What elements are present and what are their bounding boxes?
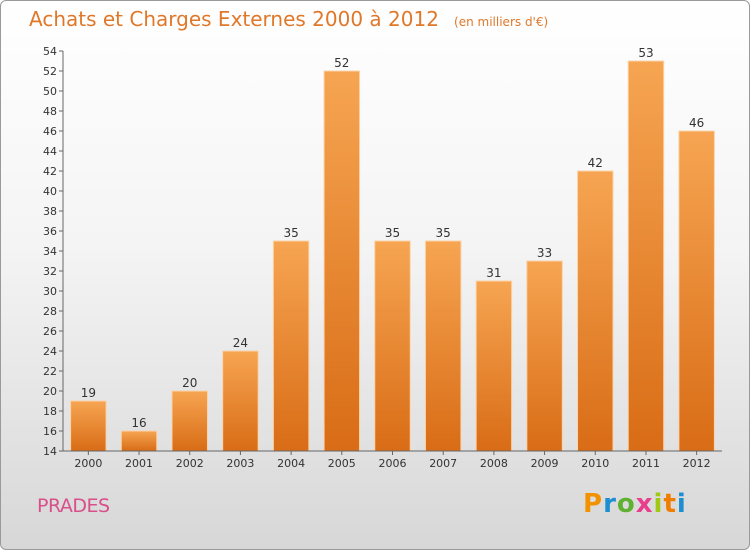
y-tick-label: 50 — [43, 85, 57, 98]
x-tick-label: 2008 — [480, 457, 508, 470]
y-tick-label: 46 — [43, 125, 57, 138]
x-tick-label: 2001 — [125, 457, 153, 470]
x-tick-label: 2012 — [683, 457, 711, 470]
x-tick-label: 2002 — [176, 457, 204, 470]
y-tick-label: 22 — [43, 365, 57, 378]
x-tick-label: 2004 — [277, 457, 305, 470]
bar-2004 — [272, 240, 310, 452]
title-row: Achats et Charges Externes 2000 à 2012 (… — [29, 7, 548, 31]
bar-value-label: 16 — [131, 416, 146, 430]
proxiti-logo[interactable]: Proxiti — [583, 489, 687, 519]
y-tick-label: 52 — [43, 65, 57, 78]
x-tick-label: 2000 — [74, 457, 102, 470]
y-tick-label: 20 — [43, 385, 57, 398]
y-tick-label: 44 — [43, 145, 57, 158]
y-tick-label: 54 — [43, 45, 57, 58]
commune-name: PRADES — [37, 495, 110, 517]
bar-2005 — [323, 70, 361, 452]
bar-value-label: 53 — [638, 46, 653, 60]
y-tick-label: 34 — [43, 245, 57, 258]
bar-2007 — [424, 240, 462, 452]
y-tick-label: 38 — [43, 205, 57, 218]
bar-value-label: 31 — [486, 266, 501, 280]
bar-value-label: 46 — [689, 116, 704, 130]
chart-unit: (en milliers d'€) — [454, 15, 549, 29]
bar-2003 — [222, 350, 259, 452]
bar-2012 — [678, 130, 715, 452]
y-tick-label: 40 — [43, 185, 57, 198]
x-tick-label: 2009 — [531, 457, 559, 470]
y-tick-label: 16 — [43, 425, 57, 438]
y-tick-label: 48 — [43, 105, 57, 118]
bar-value-label: 19 — [81, 386, 96, 400]
bar-value-label: 35 — [436, 226, 451, 240]
bar-value-label: 35 — [385, 226, 400, 240]
x-tick-label: 2006 — [379, 457, 407, 470]
y-tick-label: 30 — [43, 285, 57, 298]
bar-2008 — [475, 280, 513, 452]
chart-title: Achats et Charges Externes 2000 à 2012 — [29, 7, 439, 31]
x-tick-label: 2010 — [581, 457, 609, 470]
y-tick-label: 42 — [43, 165, 57, 178]
x-tick-label: 2007 — [429, 457, 457, 470]
bar-2002 — [171, 390, 208, 452]
y-tick-label: 28 — [43, 305, 57, 318]
bar-value-label: 24 — [233, 336, 248, 350]
y-tick-label: 36 — [43, 225, 57, 238]
y-tick-label: 32 — [43, 265, 57, 278]
bar-2000 — [70, 400, 107, 452]
x-tick-label: 2003 — [226, 457, 254, 470]
y-tick-label: 26 — [43, 325, 57, 338]
bar-2006 — [374, 240, 411, 452]
bar-2011 — [627, 60, 665, 452]
bar-2009 — [526, 260, 563, 452]
bar-value-label: 20 — [182, 376, 197, 390]
bar-value-label: 35 — [283, 226, 298, 240]
y-tick-label: 18 — [43, 405, 57, 418]
bar-2001 — [120, 430, 158, 452]
x-tick-label: 2011 — [632, 457, 660, 470]
bar-2010 — [577, 170, 614, 452]
bar-value-label: 52 — [334, 56, 349, 70]
bar-value-label: 42 — [588, 156, 603, 170]
y-tick-label: 14 — [43, 445, 57, 458]
x-tick-label: 2005 — [328, 457, 356, 470]
y-tick-label: 24 — [43, 345, 57, 358]
bar-value-label: 33 — [537, 246, 552, 260]
